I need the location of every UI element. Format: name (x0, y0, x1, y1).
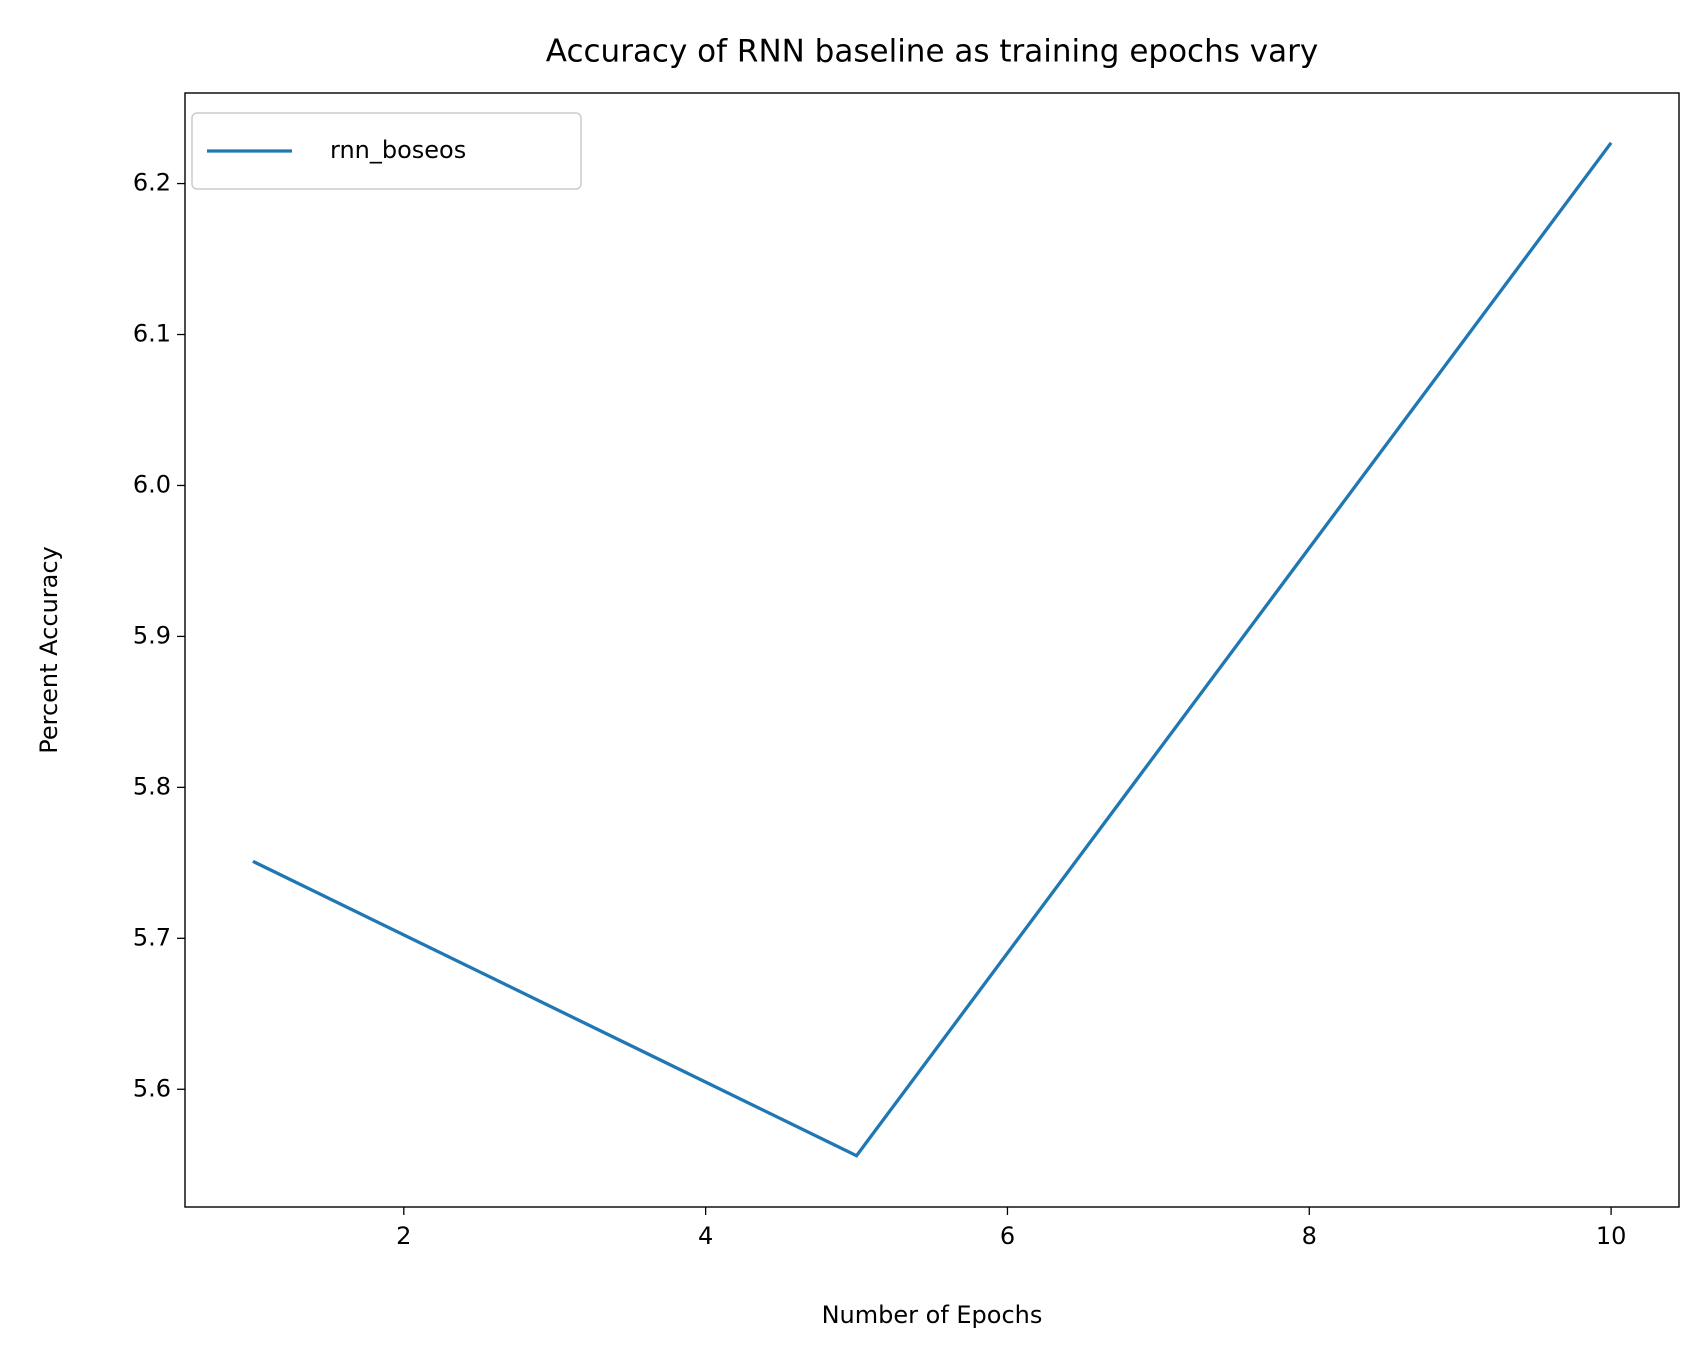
x-tick-label: 6 (1000, 1222, 1015, 1250)
y-tick-label: 6.1 (133, 320, 171, 348)
chart-title: Accuracy of RNN baseline as training epo… (546, 34, 1318, 70)
x-tick-label: 8 (1302, 1222, 1317, 1250)
x-tick-label: 4 (698, 1222, 713, 1250)
y-tick-label: 5.9 (133, 621, 171, 649)
legend-label: rnn_boseos (330, 136, 466, 164)
y-tick-label: 5.8 (133, 772, 171, 800)
data-line (252, 141, 1613, 1158)
plot-frame (184, 92, 1680, 1208)
x-tick-label: 10 (1596, 1222, 1627, 1250)
y-axis-label: Percent Accuracy (35, 546, 63, 754)
y-tick-label: 6.0 (133, 470, 171, 498)
x-tick-label: 2 (396, 1222, 411, 1250)
y-tick-label: 6.2 (133, 169, 171, 197)
y-tick-label: 5.6 (133, 1074, 171, 1102)
y-tick-label: 5.7 (133, 923, 171, 951)
x-axis-label: Number of Epochs (822, 1301, 1043, 1329)
legend-box (191, 112, 582, 190)
